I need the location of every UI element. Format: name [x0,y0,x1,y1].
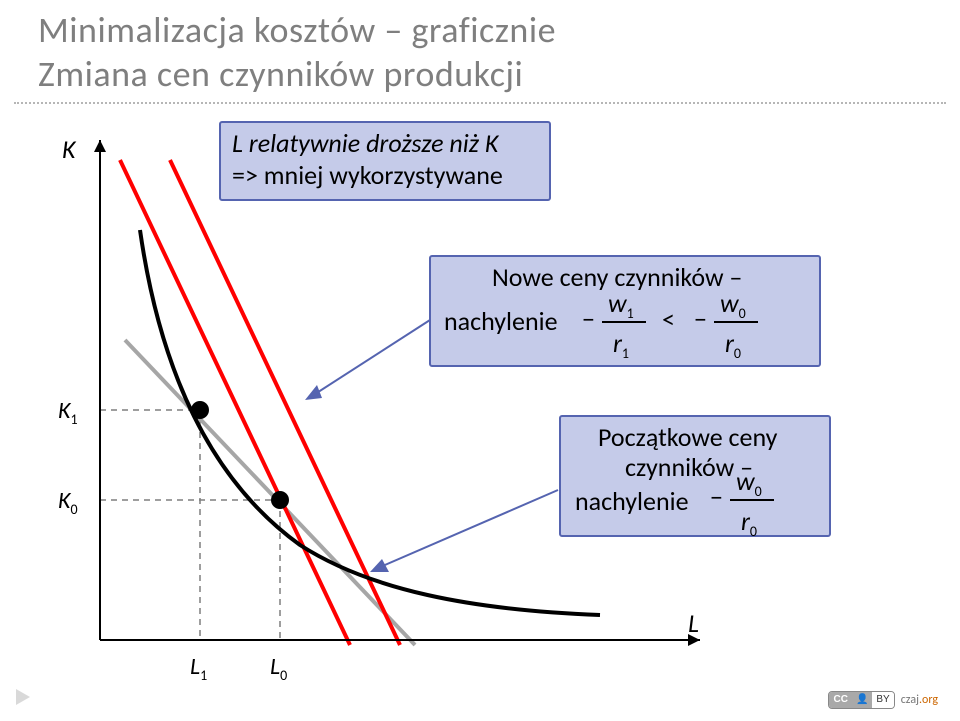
isocost-grey [125,340,415,645]
box-orig-line3: nachylenie [575,485,689,517]
y-axis-arrow [94,140,106,152]
cc-icon: 👤 [852,692,872,708]
isocost-red-1 [120,160,350,645]
site-link: czaj.org [901,693,938,707]
cc-right: BY [872,692,893,708]
x-axis-label: L [688,607,699,639]
tick-l0: L0 [270,652,287,684]
tick-l1: L1 [190,652,207,684]
footer: CC 👤 BY czaj.org [828,691,938,709]
box-relative-line1: L relatywnie droższe niż K [232,127,500,159]
arrow-new [312,320,430,396]
less-than: < [662,303,675,335]
cc-badge: CC 👤 BY [828,691,894,709]
box-new-line2: nachylenie [444,305,558,337]
tick-k0: K0 [58,486,78,518]
minus-1: − [582,303,595,335]
tick-k1: K1 [58,396,78,428]
cc-left: CC [829,692,851,708]
point-p0 [271,491,289,509]
arrow-new-head [305,385,322,400]
arrow-orig [378,490,558,568]
minus-2: − [694,303,707,335]
diagram: L relatywnie droższe niż K => mniej wyko… [0,0,960,721]
play-icon [16,689,30,705]
y-axis-label: K [62,133,77,165]
minus-3: − [710,481,723,513]
box-relative-line2: => mniej wykorzystywane [232,159,503,191]
box-orig-line2: czynników – [625,451,753,483]
point-p1 [191,401,209,419]
box-orig-line1: Początkowe ceny [598,421,778,453]
